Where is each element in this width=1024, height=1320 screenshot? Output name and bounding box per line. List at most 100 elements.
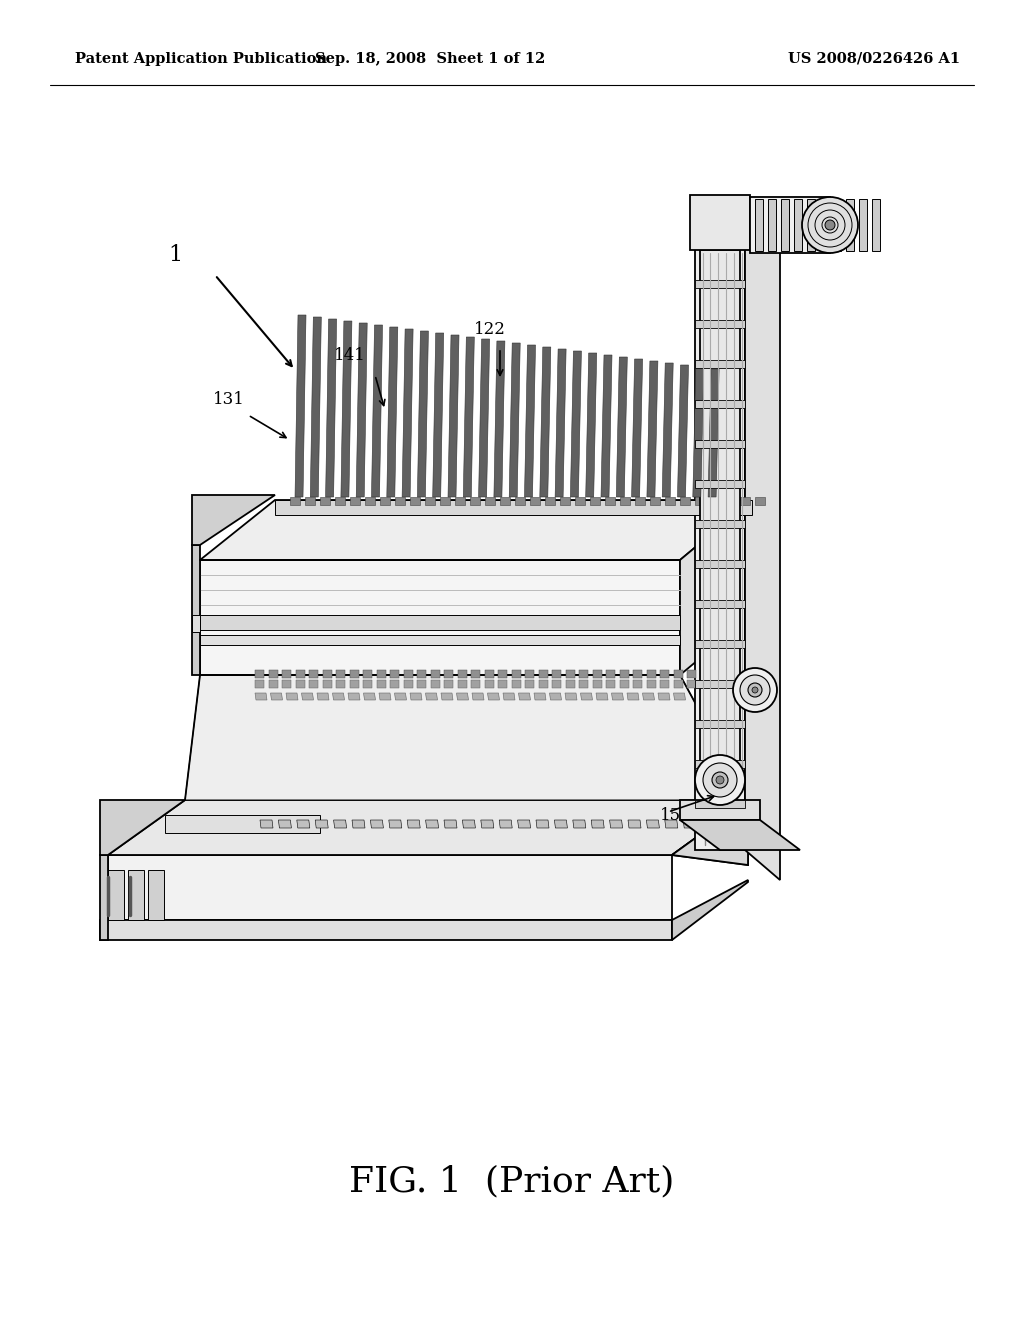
Polygon shape bbox=[108, 800, 748, 855]
Polygon shape bbox=[297, 820, 310, 828]
Polygon shape bbox=[593, 680, 601, 688]
Polygon shape bbox=[364, 693, 376, 700]
Polygon shape bbox=[498, 680, 507, 688]
Polygon shape bbox=[552, 671, 561, 678]
Polygon shape bbox=[335, 498, 345, 506]
Polygon shape bbox=[403, 671, 413, 678]
Polygon shape bbox=[395, 498, 406, 506]
Circle shape bbox=[740, 675, 770, 705]
Polygon shape bbox=[193, 615, 200, 632]
Polygon shape bbox=[334, 820, 346, 828]
Polygon shape bbox=[590, 498, 600, 506]
Polygon shape bbox=[740, 498, 750, 506]
Polygon shape bbox=[647, 360, 657, 498]
Text: Patent Application Publication: Patent Application Publication bbox=[75, 51, 327, 66]
Polygon shape bbox=[646, 680, 655, 688]
Polygon shape bbox=[565, 680, 574, 688]
Polygon shape bbox=[658, 693, 670, 700]
Polygon shape bbox=[534, 693, 546, 700]
Polygon shape bbox=[417, 671, 426, 678]
Polygon shape bbox=[710, 498, 720, 506]
Polygon shape bbox=[433, 333, 443, 498]
Polygon shape bbox=[418, 331, 428, 498]
Polygon shape bbox=[100, 920, 672, 940]
Polygon shape bbox=[663, 363, 673, 498]
Polygon shape bbox=[738, 820, 752, 828]
Polygon shape bbox=[701, 820, 715, 828]
Polygon shape bbox=[379, 693, 391, 700]
Polygon shape bbox=[323, 680, 332, 688]
Polygon shape bbox=[108, 870, 124, 920]
Polygon shape bbox=[394, 693, 407, 700]
Polygon shape bbox=[620, 680, 629, 688]
Polygon shape bbox=[515, 498, 525, 506]
Polygon shape bbox=[552, 680, 561, 688]
Polygon shape bbox=[390, 671, 399, 678]
Polygon shape bbox=[680, 498, 690, 506]
Polygon shape bbox=[680, 820, 800, 850]
Polygon shape bbox=[672, 880, 748, 940]
Text: 122: 122 bbox=[474, 322, 506, 338]
Polygon shape bbox=[650, 498, 660, 506]
Polygon shape bbox=[555, 348, 566, 498]
Polygon shape bbox=[720, 820, 733, 828]
Polygon shape bbox=[632, 359, 643, 498]
Polygon shape bbox=[609, 820, 623, 828]
Polygon shape bbox=[148, 870, 164, 920]
Polygon shape bbox=[426, 820, 438, 828]
Text: 141: 141 bbox=[334, 346, 366, 363]
Polygon shape bbox=[628, 820, 641, 828]
Polygon shape bbox=[646, 820, 659, 828]
Polygon shape bbox=[323, 671, 332, 678]
Polygon shape bbox=[536, 820, 549, 828]
Polygon shape bbox=[377, 680, 385, 688]
Polygon shape bbox=[410, 693, 422, 700]
Polygon shape bbox=[500, 820, 512, 828]
Polygon shape bbox=[695, 360, 745, 368]
Polygon shape bbox=[100, 855, 108, 940]
Polygon shape bbox=[680, 500, 752, 675]
Polygon shape bbox=[680, 800, 760, 820]
Polygon shape bbox=[627, 693, 639, 700]
Polygon shape bbox=[606, 671, 615, 678]
Polygon shape bbox=[470, 498, 480, 506]
Polygon shape bbox=[700, 671, 710, 678]
Polygon shape bbox=[672, 800, 748, 865]
Polygon shape bbox=[768, 199, 776, 251]
Polygon shape bbox=[570, 351, 582, 498]
Polygon shape bbox=[200, 615, 680, 630]
Polygon shape bbox=[425, 498, 435, 506]
Polygon shape bbox=[606, 680, 615, 688]
Polygon shape bbox=[700, 680, 710, 688]
Polygon shape bbox=[695, 280, 745, 288]
Polygon shape bbox=[317, 693, 329, 700]
Polygon shape bbox=[494, 341, 505, 498]
Polygon shape bbox=[309, 680, 318, 688]
Polygon shape bbox=[408, 820, 420, 828]
Polygon shape bbox=[525, 671, 534, 678]
Polygon shape bbox=[457, 693, 469, 700]
Polygon shape bbox=[356, 323, 368, 498]
Polygon shape bbox=[362, 680, 372, 688]
Polygon shape bbox=[255, 680, 264, 688]
Polygon shape bbox=[348, 693, 360, 700]
Polygon shape bbox=[695, 601, 745, 609]
Polygon shape bbox=[616, 356, 628, 498]
Polygon shape bbox=[485, 498, 495, 506]
Polygon shape bbox=[185, 675, 748, 800]
Polygon shape bbox=[444, 820, 457, 828]
Polygon shape bbox=[305, 498, 315, 506]
Polygon shape bbox=[554, 820, 567, 828]
Polygon shape bbox=[472, 693, 484, 700]
Polygon shape bbox=[695, 520, 745, 528]
Polygon shape bbox=[695, 480, 745, 488]
Polygon shape bbox=[560, 498, 570, 506]
Polygon shape bbox=[387, 327, 397, 498]
Polygon shape bbox=[481, 820, 494, 828]
Polygon shape bbox=[596, 693, 608, 700]
Polygon shape bbox=[417, 680, 426, 688]
Polygon shape bbox=[646, 671, 655, 678]
Polygon shape bbox=[282, 680, 291, 688]
Polygon shape bbox=[349, 671, 358, 678]
Polygon shape bbox=[820, 199, 828, 251]
